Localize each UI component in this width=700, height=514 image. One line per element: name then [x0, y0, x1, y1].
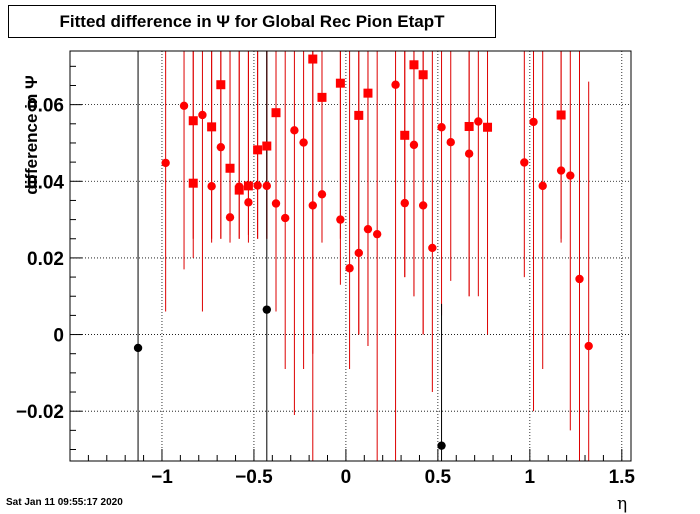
data-point	[584, 341, 593, 351]
data-point-square	[308, 54, 318, 64]
data-point	[446, 137, 455, 147]
y-tick-label: 0.06	[27, 96, 64, 117]
data-point	[391, 80, 400, 89]
timestamp: Sat Jan 11 09:55:17 2020	[6, 497, 123, 508]
data-point	[271, 199, 281, 208]
data-point	[290, 126, 299, 135]
data-point-square	[216, 80, 226, 90]
data-point-square	[363, 88, 373, 98]
data-point	[336, 215, 345, 224]
x-tick-label: 0.5	[425, 467, 452, 488]
x-tick-label: −1	[151, 467, 173, 488]
data-point	[133, 343, 143, 353]
data-point-square	[418, 70, 428, 80]
data-point	[225, 213, 235, 222]
data-point	[520, 158, 529, 167]
data-point-square	[225, 163, 235, 173]
y-tick-label: −0.02	[16, 402, 64, 423]
data-point	[207, 182, 216, 191]
data-point	[474, 117, 483, 126]
data-point	[409, 140, 419, 150]
data-point	[216, 142, 226, 152]
data-point-square	[400, 130, 410, 140]
data-point-square	[253, 145, 263, 155]
data-point	[299, 138, 308, 147]
y-tick-label: 0.02	[27, 249, 64, 270]
y-axis-label-box: difference in Ψ	[22, 52, 42, 217]
data-point	[281, 213, 290, 223]
data-point	[244, 198, 253, 207]
data-point-square	[243, 181, 253, 191]
data-point	[262, 305, 272, 314]
data-point	[253, 181, 262, 190]
chart-title-box: Fitted difference in Ψ for Global Rec Pi…	[8, 5, 496, 38]
data-point-square	[262, 141, 272, 151]
data-point	[161, 158, 170, 168]
x-axis-label: η	[617, 494, 628, 514]
data-point-square	[335, 78, 345, 88]
data-point-square	[317, 92, 327, 102]
data-point-square	[556, 110, 566, 120]
plot-area	[70, 51, 631, 461]
data-point-square	[483, 122, 493, 132]
data-point	[464, 149, 474, 158]
data-point	[538, 181, 547, 191]
data-point	[529, 117, 538, 127]
chart-title: Fitted difference in Ψ for Global Rec Pi…	[59, 12, 445, 31]
x-tick-label: −0.5	[235, 467, 273, 488]
x-tick-label: 1.5	[609, 467, 636, 488]
data-point-square	[188, 116, 198, 126]
data-point-square	[188, 178, 198, 188]
x-tick-label: 1	[525, 467, 536, 488]
data-point-square	[354, 110, 364, 120]
data-point	[363, 224, 373, 234]
x-tick-label: 0	[341, 467, 352, 488]
data-point	[575, 274, 584, 284]
data-point	[308, 201, 317, 210]
data-point	[566, 171, 575, 180]
data-point	[235, 182, 244, 191]
data-point	[262, 181, 272, 191]
y-tick-label: 0.04	[27, 172, 64, 193]
data-point	[400, 198, 409, 208]
data-point	[428, 243, 437, 253]
y-axis-label: difference in Ψ	[22, 74, 41, 195]
data-point	[354, 248, 363, 258]
data-point-square	[271, 108, 281, 118]
data-point	[372, 229, 382, 239]
data-point	[418, 201, 428, 210]
data-point-square	[207, 122, 217, 132]
data-point	[556, 166, 566, 175]
data-point	[317, 190, 327, 199]
y-tick-label: 0	[53, 326, 64, 347]
data-point	[198, 110, 207, 120]
data-point	[437, 123, 446, 132]
data-point	[437, 441, 446, 450]
data-point	[179, 101, 189, 110]
data-point-square	[464, 121, 474, 131]
plot-frame	[69, 50, 632, 462]
data-point	[345, 264, 354, 273]
data-point-square	[409, 60, 419, 70]
